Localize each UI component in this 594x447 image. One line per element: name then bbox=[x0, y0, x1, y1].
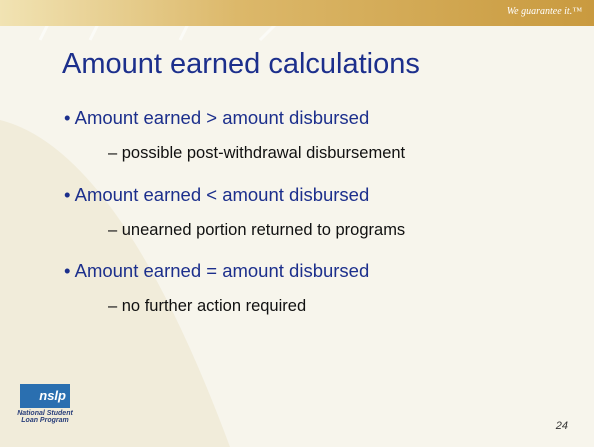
tagline: We guarantee it.™ bbox=[506, 6, 582, 17]
header-bar bbox=[0, 0, 594, 26]
bullet: • Amount earned = amount disbursed bbox=[64, 260, 370, 281]
page-number: 24 bbox=[555, 420, 568, 432]
bullet: • Amount earned > amount disbursed bbox=[64, 107, 370, 128]
logo-caption: National Student Loan Program bbox=[17, 410, 73, 424]
logo: nslp bbox=[20, 384, 70, 408]
sub-bullet: – possible post-withdrawal disbursement bbox=[108, 144, 406, 162]
bullet: • Amount earned < amount disbursed bbox=[64, 184, 370, 205]
title: Amount earned calculations bbox=[62, 48, 420, 80]
sub-bullet: – unearned portion returned to programs bbox=[108, 221, 406, 239]
sub-bullet: – no further action required bbox=[108, 297, 307, 315]
